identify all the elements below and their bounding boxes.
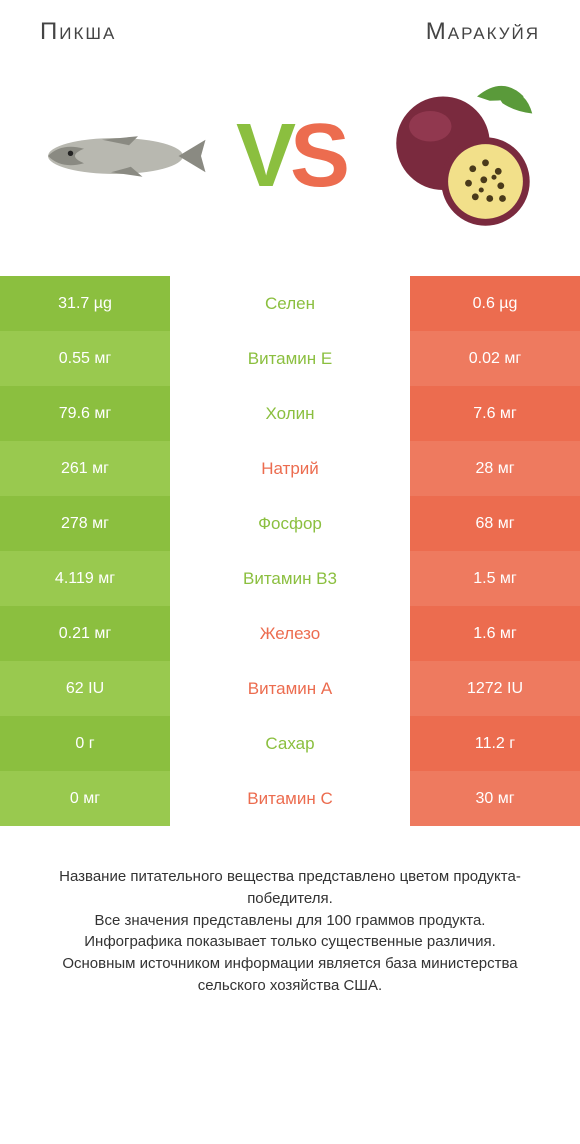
- left-value: 0 мг: [0, 771, 170, 826]
- left-value: 0.55 мг: [0, 331, 170, 386]
- right-value: 1.6 мг: [410, 606, 580, 661]
- footer-note: Название питательного вещества представл…: [0, 826, 580, 1017]
- right-value: 1.5 мг: [410, 551, 580, 606]
- table-row: 261 мгНатрий28 мг: [0, 441, 580, 496]
- table-row: 0 гСахар11.2 г: [0, 716, 580, 771]
- nutrient-label: Витамин A: [170, 661, 410, 716]
- right-value: 68 мг: [410, 496, 580, 551]
- right-value: 0.6 µg: [410, 276, 580, 331]
- vs-s: S: [290, 106, 344, 206]
- nutrient-label: Фосфор: [170, 496, 410, 551]
- nutrient-label: Натрий: [170, 441, 410, 496]
- table-row: 0.55 мгВитамин E0.02 мг: [0, 331, 580, 386]
- left-value: 278 мг: [0, 496, 170, 551]
- title-left: Пикша: [40, 18, 116, 46]
- right-value: 1272 IU: [410, 661, 580, 716]
- left-value: 261 мг: [0, 441, 170, 496]
- table-row: 0 мгВитамин C30 мг: [0, 771, 580, 826]
- left-value: 4.119 мг: [0, 551, 170, 606]
- left-value: 31.7 µg: [0, 276, 170, 331]
- right-product-image: [370, 76, 550, 236]
- left-value: 0.21 мг: [0, 606, 170, 661]
- nutrient-label: Витамин B3: [170, 551, 410, 606]
- right-value: 11.2 г: [410, 716, 580, 771]
- left-value: 0 г: [0, 716, 170, 771]
- right-value: 30 мг: [410, 771, 580, 826]
- right-value: 28 мг: [410, 441, 580, 496]
- nutrient-label: Витамин E: [170, 331, 410, 386]
- nutrient-label: Железо: [170, 606, 410, 661]
- vs-v: V: [236, 106, 290, 206]
- title-right: Mаракуйя: [426, 18, 540, 46]
- table-row: 62 IUВитамин A1272 IU: [0, 661, 580, 716]
- footer-line: Название питательного вещества представл…: [30, 866, 550, 910]
- footer-line: Инфографика показывает только существенн…: [30, 931, 550, 953]
- nutrient-label: Сахар: [170, 716, 410, 771]
- hero-row: VS: [0, 56, 580, 276]
- right-value: 7.6 мг: [410, 386, 580, 441]
- footer-line: Все значения представлены для 100 граммо…: [30, 910, 550, 932]
- comparison-table: 31.7 µgСелен0.6 µg0.55 мгВитамин E0.02 м…: [0, 276, 580, 826]
- table-row: 31.7 µgСелен0.6 µg: [0, 276, 580, 331]
- right-value: 0.02 мг: [410, 331, 580, 386]
- table-row: 4.119 мгВитамин B31.5 мг: [0, 551, 580, 606]
- left-value: 62 IU: [0, 661, 170, 716]
- nutrient-label: Витамин C: [170, 771, 410, 826]
- table-row: 278 мгФосфор68 мг: [0, 496, 580, 551]
- table-row: 0.21 мгЖелезо1.6 мг: [0, 606, 580, 661]
- left-value: 79.6 мг: [0, 386, 170, 441]
- left-product-image: [30, 76, 210, 236]
- nutrient-label: Селен: [170, 276, 410, 331]
- vs-label: VS: [236, 111, 344, 201]
- nutrient-label: Холин: [170, 386, 410, 441]
- footer-line: Основным источником информации является …: [30, 953, 550, 997]
- table-row: 79.6 мгХолин7.6 мг: [0, 386, 580, 441]
